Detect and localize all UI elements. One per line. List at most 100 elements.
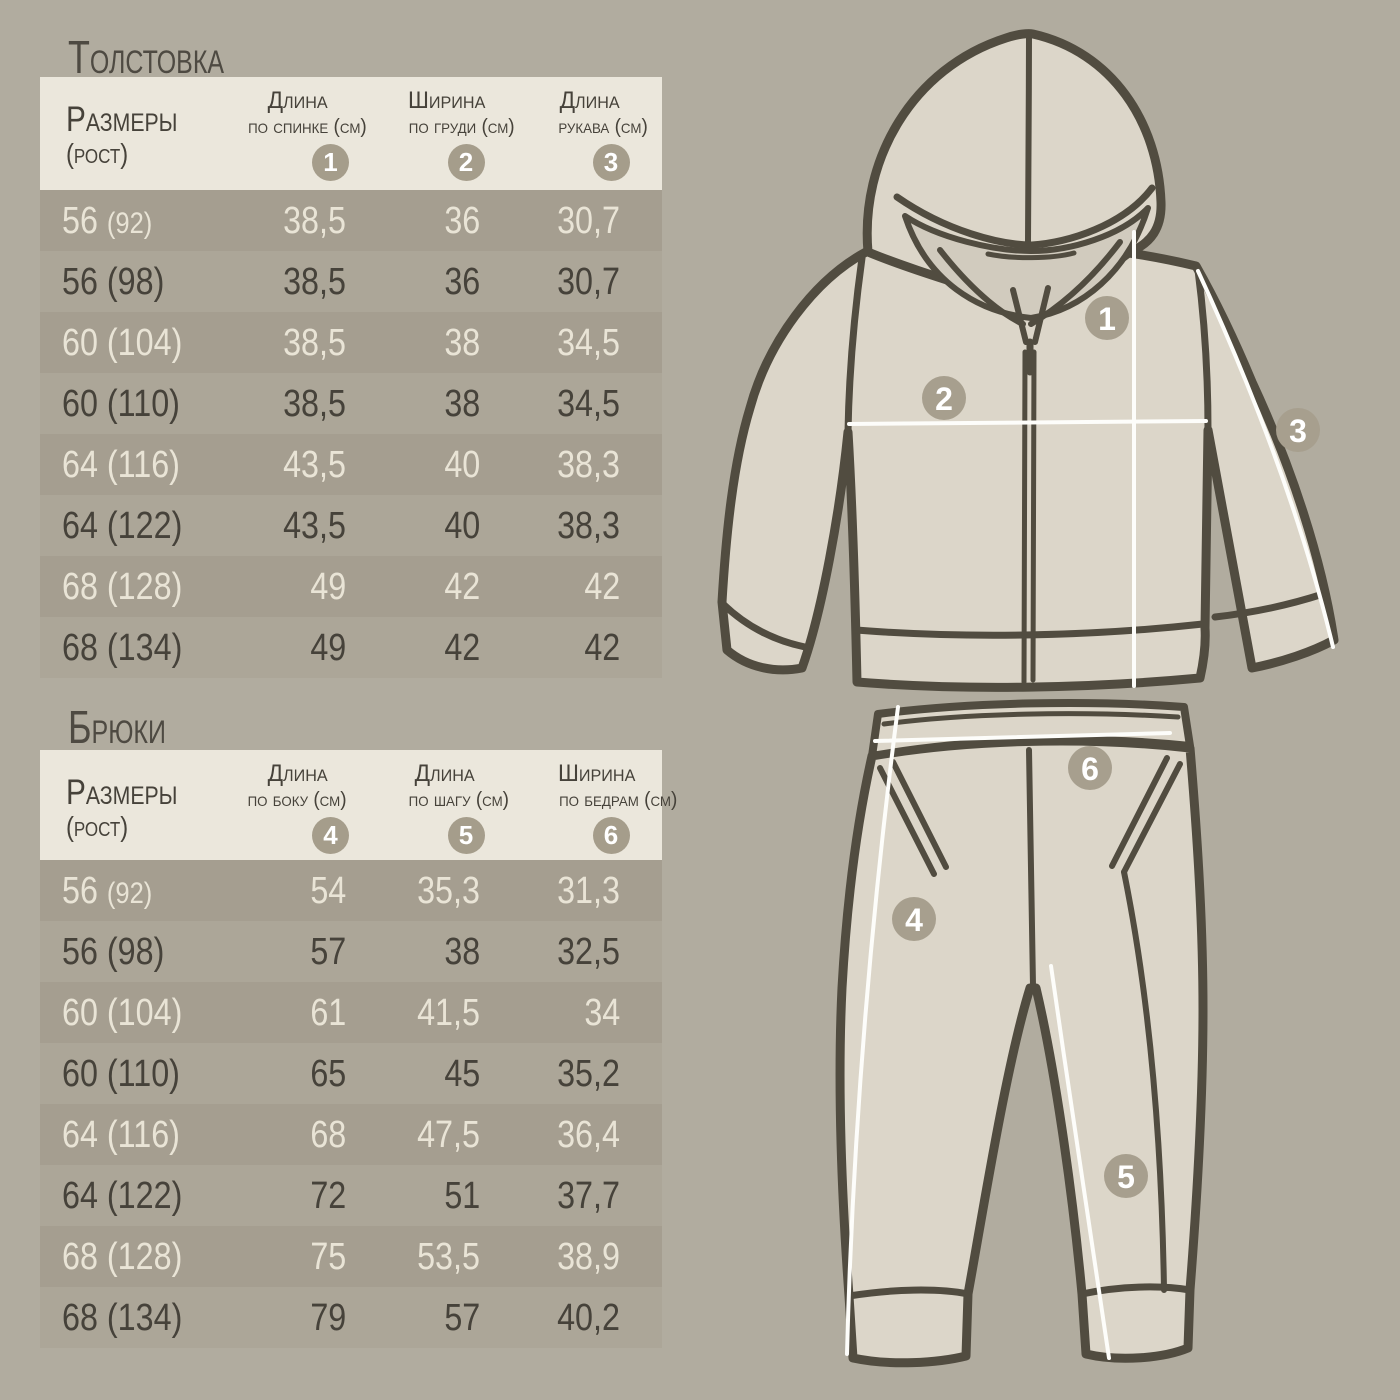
marker-badge-6: 6 (592, 817, 630, 854)
column-title: Длина (267, 87, 328, 114)
value-cell: 38 (444, 321, 480, 364)
sizes-header: Размеры (рост) (40, 77, 245, 169)
value-cell: 72 (310, 1174, 346, 1217)
value-cell: 38 (444, 382, 480, 425)
table-row: 56 (98) 57 38 32,5 (40, 921, 662, 982)
svg-text:5: 5 (1117, 1159, 1135, 1195)
table-row: 64 (122) 43,5 40 38,3 (40, 495, 662, 556)
table-row: 64 (116) 43,5 40 38,3 (40, 434, 662, 495)
value-cell: 51 (444, 1174, 480, 1217)
sizes-header-title: Размеры (66, 100, 178, 139)
value-cell: 42 (444, 626, 480, 669)
hoodie-drawing (717, 29, 1339, 692)
sizes-header-title: Размеры (66, 773, 178, 812)
size-cell: 56 (92) (62, 869, 153, 912)
column-subtitle: по груди (см) (408, 116, 515, 138)
sizes-header-subtitle: (рост) (66, 810, 129, 842)
table-row: 68 (134) 79 57 40,2 (40, 1287, 662, 1348)
column-header-back-length: Длина по спинке (см) 1 (245, 77, 367, 181)
svg-text:6: 6 (1081, 751, 1099, 787)
value-cell: 43,5 (283, 443, 346, 486)
table-row: 68 (128) 75 53,5 38,9 (40, 1226, 662, 1287)
table-row: 60 (110) 38,5 38 34,5 (40, 373, 662, 434)
value-cell: 68 (310, 1113, 346, 1156)
column-subtitle: рукава (см) (558, 116, 648, 138)
column-subtitle: по бедрам (см) (559, 789, 678, 811)
size-cell: 64 (122) (62, 504, 183, 547)
diagram-marker-3: 3 (1276, 408, 1320, 452)
column-header-sleeve-length: Длина рукава (см) 3 (484, 77, 648, 181)
diagram-marker-5: 5 (1104, 1154, 1148, 1198)
size-cell: 68 (128) (62, 565, 183, 608)
svg-text:3: 3 (1289, 413, 1307, 449)
hoodie-table-body: 56 (92) 38,5 36 30,7 56 (98) 38,5 36 30,… (40, 190, 662, 678)
column-title: Длина (414, 760, 476, 787)
column-header-chest-width: Ширина по груди (см) 2 (350, 77, 515, 181)
table-row: 64 (116) 68 47,5 36,4 (40, 1104, 662, 1165)
column-title: Длина (559, 87, 621, 114)
sizes-header: Размеры (рост) (40, 750, 245, 842)
value-cell: 34 (584, 991, 620, 1034)
value-cell: 41,5 (417, 991, 480, 1034)
marker-badge-1: 1 (312, 144, 349, 181)
value-cell: 57 (444, 1296, 480, 1339)
column-title: Ширина (408, 87, 486, 114)
table-row: 60 (104) 61 41,5 34 (40, 982, 662, 1043)
table-row: 56 (92) 54 35,3 31,3 (40, 860, 662, 921)
marker-badge-3: 3 (592, 144, 630, 181)
pants-size-table: Размеры (рост) Длина по боку (см) 4 Длин… (40, 750, 677, 1348)
measure-line-chest-width (847, 419, 1208, 426)
pants-section-title: Брюки (68, 701, 166, 753)
marker-badge-5: 5 (447, 817, 485, 854)
value-cell: 38,5 (283, 260, 346, 303)
value-cell: 40 (444, 504, 480, 547)
value-cell: 40 (444, 443, 480, 486)
table-row: 60 (104) 38,5 38 34,5 (40, 312, 662, 373)
value-cell: 79 (310, 1296, 346, 1339)
pants-drawing (835, 698, 1208, 1368)
size-cell: 56 (98) (62, 260, 165, 303)
measure-line-side-length (845, 705, 900, 1356)
column-subtitle: по спинке (см) (248, 116, 367, 138)
value-cell: 42 (584, 626, 620, 669)
value-cell: 36 (444, 260, 480, 303)
size-cell: 60 (110) (62, 1052, 180, 1095)
value-cell: 42 (444, 565, 480, 608)
measure-line-sleeve (1196, 269, 1335, 649)
value-cell: 54 (310, 869, 346, 912)
value-cell: 38,5 (283, 382, 346, 425)
diagram-marker-2: 2 (922, 376, 966, 420)
column-title: Длина (267, 760, 328, 787)
table-row: 60 (110) 65 45 35,2 (40, 1043, 662, 1104)
value-cell: 38 (444, 930, 480, 973)
svg-text:4: 4 (905, 902, 923, 938)
hoodie-size-table: Размеры (рост) Длина по спинке (см) 1 Ши… (40, 77, 662, 678)
column-subtitle: по боку (см) (248, 789, 347, 811)
value-cell: 35,2 (557, 1052, 620, 1095)
size-cell: 68 (134) (62, 626, 183, 669)
value-cell: 43,5 (283, 504, 346, 547)
value-cell: 36,4 (557, 1113, 620, 1156)
value-cell: 38,9 (557, 1235, 620, 1278)
column-title: Ширина (558, 760, 636, 787)
marker-badge-2: 2 (447, 144, 485, 181)
value-cell: 38,3 (557, 443, 620, 486)
value-cell: 75 (310, 1235, 346, 1278)
diagram-marker-4: 4 (892, 897, 936, 941)
sizes-header-subtitle: (рост) (66, 137, 129, 169)
value-cell: 42 (584, 565, 620, 608)
column-subtitle: по шагу (см) (408, 789, 510, 811)
pants-table-header: Размеры (рост) Длина по боку (см) 4 Длин… (40, 750, 677, 860)
value-cell: 34,5 (557, 321, 620, 364)
value-cell: 35,3 (417, 869, 480, 912)
value-cell: 40,2 (557, 1296, 620, 1339)
size-cell: 64 (122) (62, 1174, 183, 1217)
value-cell: 31,3 (557, 869, 620, 912)
value-cell: 57 (310, 930, 346, 973)
value-cell: 36 (444, 199, 480, 242)
size-cell: 64 (116) (62, 1113, 180, 1156)
column-header-side-length: Длина по боку (см) 4 (245, 750, 350, 854)
column-header-inseam-length: Длина по шагу (см) 5 (350, 750, 509, 854)
